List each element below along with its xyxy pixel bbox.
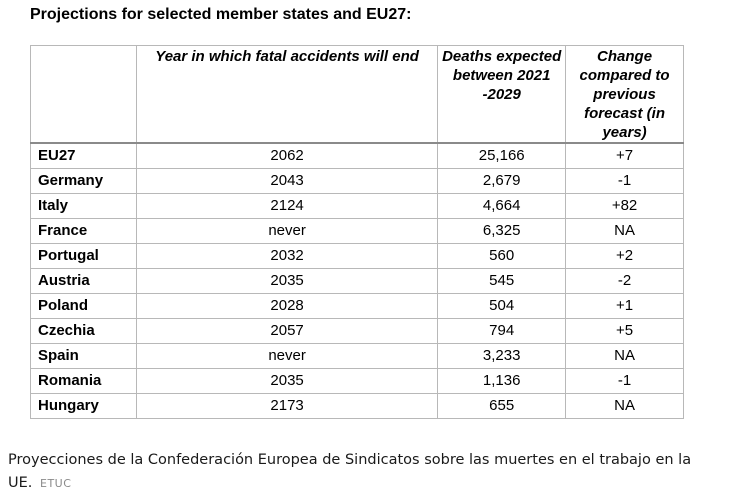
cell-country: Czechia [30, 318, 137, 344]
cell-year: 2035 [135, 368, 439, 394]
cell-year: 2124 [135, 193, 439, 219]
cell-deaths: 655 [437, 393, 567, 419]
cell-change: +82 [565, 193, 684, 219]
cell-change: +1 [565, 293, 684, 319]
cell-deaths: 4,664 [437, 193, 567, 219]
cell-year: 2028 [135, 293, 439, 319]
cell-deaths: 545 [437, 268, 567, 294]
header-row: Year in which fatal accidents will end D… [30, 45, 684, 144]
table-row: Romania 2035 1,136 -1 [30, 368, 684, 394]
cell-change: NA [565, 218, 684, 244]
table-row: Italy 2124 4,664 +82 [30, 193, 684, 219]
cell-year: 2035 [135, 268, 439, 294]
cell-change: +7 [565, 142, 684, 169]
caption-source: ETUC [40, 477, 72, 490]
cell-deaths: 6,325 [437, 218, 567, 244]
cell-change: NA [565, 393, 684, 419]
table-row: EU27 2062 25,166 +7 [30, 142, 684, 169]
cell-deaths: 504 [437, 293, 567, 319]
cell-change: +2 [565, 243, 684, 269]
cell-deaths: 25,166 [437, 142, 567, 169]
table-body: EU27 2062 25,166 +7 Germany 2043 2,679 -1 Italy 2… [30, 142, 684, 419]
cell-deaths: 1,136 [437, 368, 567, 394]
cell-year: 2032 [135, 243, 439, 269]
caption-text: Proyecciones de la Confederación Europea… [8, 452, 692, 491]
table-row: Hungary 2173 655 NA [30, 393, 684, 419]
cell-country: Germany [30, 168, 137, 194]
cell-deaths: 2,679 [437, 168, 567, 194]
header-change: Change compared to previous forecast (in… [565, 45, 684, 144]
cell-country: France [30, 218, 137, 244]
cell-country: Portugal [30, 243, 137, 269]
cell-country: Spain [30, 343, 137, 369]
cell-deaths: 3,233 [437, 343, 567, 369]
cell-country: EU27 [30, 142, 137, 169]
table-heading: Projections for selected member states a… [30, 6, 412, 23]
cell-country: Austria [30, 268, 137, 294]
cell-year: never [135, 218, 439, 244]
cell-change: NA [565, 343, 684, 369]
table-row: Spain never 3,233 NA [30, 343, 684, 369]
cell-country: Romania [30, 368, 137, 394]
cell-deaths: 560 [437, 243, 567, 269]
image-caption: Proyecciones de la Confederación Europea… [8, 449, 708, 495]
cell-change: -2 [565, 268, 684, 294]
cell-change: -1 [565, 368, 684, 394]
cell-year: 2173 [135, 393, 439, 419]
cell-year: 2062 [135, 142, 439, 169]
cell-change: +5 [565, 318, 684, 344]
cell-change: -1 [565, 168, 684, 194]
cell-deaths: 794 [437, 318, 567, 344]
cell-year: 2043 [135, 168, 439, 194]
header-year: Year in which fatal accidents will end [135, 45, 439, 144]
table-row: Poland 2028 504 +1 [30, 293, 684, 319]
cell-year: never [135, 343, 439, 369]
cell-country: Hungary [30, 393, 137, 419]
table-row: Czechia 2057 794 +5 [30, 318, 684, 344]
table-row: France never 6,325 NA [30, 218, 684, 244]
table-row: Portugal 2032 560 +2 [30, 243, 684, 269]
table-row: Germany 2043 2,679 -1 [30, 168, 684, 194]
projections-table: Year in which fatal accidents will end D… [30, 45, 684, 419]
header-country [30, 45, 137, 144]
cell-country: Italy [30, 193, 137, 219]
table-row: Austria 2035 545 -2 [30, 268, 684, 294]
header-deaths: Deaths expected between 2021 -2029 [437, 45, 567, 144]
cell-country: Poland [30, 293, 137, 319]
cell-year: 2057 [135, 318, 439, 344]
